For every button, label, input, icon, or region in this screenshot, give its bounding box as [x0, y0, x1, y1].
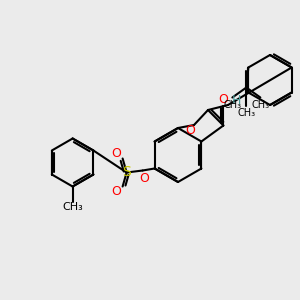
Text: H: H — [231, 94, 241, 107]
Text: CH₃: CH₃ — [62, 202, 83, 212]
Text: CH₃: CH₃ — [251, 100, 269, 110]
Text: CH₃: CH₃ — [223, 100, 242, 110]
Text: O: O — [112, 185, 122, 198]
Text: O: O — [140, 172, 150, 185]
Text: CH₃: CH₃ — [237, 109, 255, 118]
Text: O: O — [218, 93, 228, 106]
Text: S: S — [122, 166, 131, 179]
Text: O: O — [112, 147, 122, 160]
Text: O: O — [185, 124, 195, 137]
